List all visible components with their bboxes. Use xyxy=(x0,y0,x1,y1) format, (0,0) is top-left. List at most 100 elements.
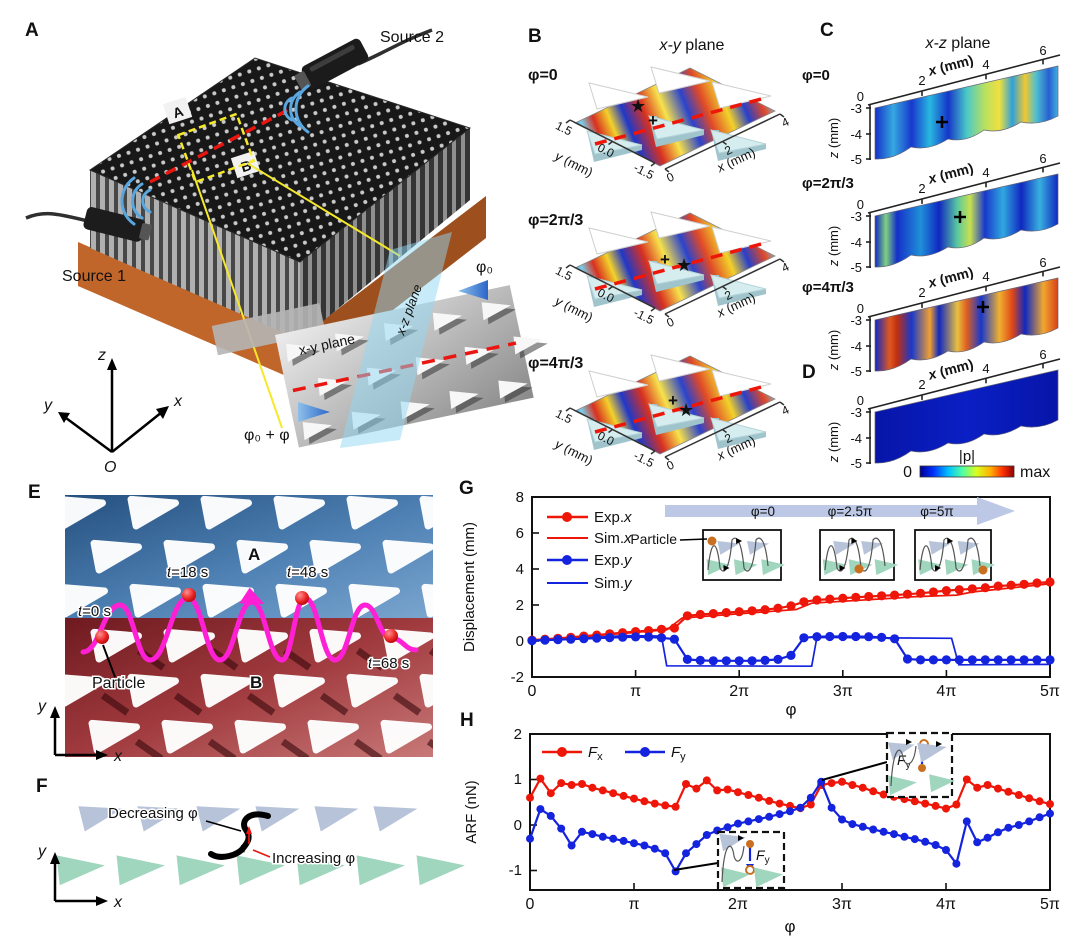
svg-text:z (mm): z (mm) xyxy=(826,330,841,371)
svg-text:0: 0 xyxy=(516,633,524,650)
b-subplot-1: φ=0 ★ + xyxy=(528,67,658,130)
c-phi-0: φ=0 xyxy=(802,67,830,84)
particle-label: Particle xyxy=(92,675,145,692)
svg-text:4: 4 xyxy=(982,165,989,180)
svg-text:A: A xyxy=(171,103,186,121)
inset2-connector xyxy=(821,761,888,781)
svg-text:φ=5π: φ=5π xyxy=(920,504,953,519)
svg-text:0: 0 xyxy=(857,393,864,408)
increasing-pointer xyxy=(252,849,271,858)
svg-text:y (mm): y (mm) xyxy=(552,293,596,325)
svg-text:Fy: Fy xyxy=(671,744,686,763)
star-marker: ★ xyxy=(678,400,694,420)
svg-text:0: 0 xyxy=(857,301,864,316)
c-map: 0 2 4 6 x (mm) -3 -4 -5 z (mm) xyxy=(826,43,1061,167)
axis-y-label: y xyxy=(37,843,47,860)
phi0-arrow xyxy=(458,280,488,300)
b-phi-2: φ=4π/3 xyxy=(528,355,583,372)
svg-text:4: 4 xyxy=(779,259,791,275)
phi0-label: φ₀ xyxy=(476,259,493,276)
svg-text:0: 0 xyxy=(526,896,535,913)
svg-text:2: 2 xyxy=(514,726,522,743)
b-subplot-2: φ=2π/3 ★ + xyxy=(528,212,692,275)
h-xlabel: φ xyxy=(784,917,795,936)
time-label-0: t=0 s xyxy=(78,603,111,620)
time-label-68: t=68 s xyxy=(368,655,409,672)
svg-text:x (mm): x (mm) xyxy=(926,160,975,187)
svg-text:-5: -5 xyxy=(850,260,862,275)
g-xlabel: φ xyxy=(785,700,796,719)
svg-text:6: 6 xyxy=(1039,347,1046,362)
svg-text:-3: -3 xyxy=(850,209,862,224)
panel-h-arf-chart: H 2 1 0 -1 0 π 2π 3π 4π 5π ARF (nN) φ Fx… xyxy=(460,710,1060,936)
svg-text:4: 4 xyxy=(516,561,524,578)
source1-transducer xyxy=(25,207,152,242)
svg-text:-3: -3 xyxy=(850,313,862,328)
fy-down-inset: Fy xyxy=(716,830,786,890)
panel-c-label: C xyxy=(820,20,834,41)
particle-pointer-line xyxy=(102,644,116,678)
axes-f xyxy=(50,852,108,906)
axis-y-label: y xyxy=(37,698,47,715)
axis-z-label: z xyxy=(97,347,106,364)
time-label-18: t=18 s xyxy=(167,564,208,581)
panel-e-experiment-photo: E t=0 s t=18 s t=48 s t=68 s A B Particl… xyxy=(28,482,433,765)
scan-line-red-dashed xyxy=(149,106,293,184)
axes-e xyxy=(50,706,108,760)
svg-text:0.0: 0.0 xyxy=(595,428,617,448)
svg-text:2: 2 xyxy=(918,181,925,196)
panel-b-label: B xyxy=(528,26,542,47)
svg-text:-1: -1 xyxy=(509,862,522,879)
xy-plane-band xyxy=(211,303,326,356)
series-Fy xyxy=(526,777,1054,876)
plus-marker: + xyxy=(668,391,678,410)
svg-text:1: 1 xyxy=(514,771,522,788)
svg-text:2: 2 xyxy=(918,73,925,88)
b-subplot-3: φ=4π/3 ★ + xyxy=(528,355,694,420)
svg-text:4: 4 xyxy=(982,361,989,376)
panel-b-title: x-y plane xyxy=(659,37,725,54)
chart-frame xyxy=(531,496,1051,678)
svg-text:1.5: 1.5 xyxy=(553,263,575,283)
svg-text:Sim.y: Sim.y xyxy=(594,575,633,592)
fy-up-inset: Fy xyxy=(885,731,955,799)
svg-text:8: 8 xyxy=(516,489,524,506)
svg-text:-5: -5 xyxy=(850,364,862,379)
svg-text:-3: -3 xyxy=(850,405,862,420)
b-phi-1: φ=2π/3 xyxy=(528,212,583,229)
panel-d-label: D xyxy=(802,362,816,383)
axis-x-label: x xyxy=(113,748,123,765)
svg-text:5π: 5π xyxy=(1040,683,1060,700)
h-overlay: Fx Fy Fy Fy xyxy=(542,731,955,890)
c-map: 0 2 4 6 x (mm) -3 -4 -5 z (mm) xyxy=(826,151,1061,275)
inset-particle-label: Particle xyxy=(630,531,677,547)
series-Fx xyxy=(526,774,1054,813)
svg-text:z (mm): z (mm) xyxy=(826,118,841,159)
svg-text:0.0: 0.0 xyxy=(595,285,617,305)
trajectory-arrowhead xyxy=(239,587,265,605)
svg-text:4: 4 xyxy=(779,402,791,418)
series-Exp.y xyxy=(527,631,1055,666)
colorbar-title: |p| xyxy=(959,448,975,465)
h-legend: Fx Fy xyxy=(542,744,686,763)
panel-e-label: E xyxy=(28,482,41,503)
source2-wifi-icon xyxy=(283,84,310,134)
region-b-label: B xyxy=(250,673,262,692)
svg-text:y (mm): y (mm) xyxy=(552,436,596,468)
panel-g-label: G xyxy=(459,478,474,499)
svg-text:Sim.x: Sim.x xyxy=(594,530,632,547)
svg-text:-4: -4 xyxy=(850,339,862,354)
svg-text:0: 0 xyxy=(664,169,676,185)
svg-text:-4: -4 xyxy=(850,235,862,250)
particle-markers xyxy=(95,588,398,644)
decreasing-pointer xyxy=(205,820,242,832)
c-subplot-2: φ=2π/3 xyxy=(802,175,854,192)
svg-text:4: 4 xyxy=(982,57,989,72)
svg-text:2π: 2π xyxy=(728,896,748,913)
svg-text:φ=0: φ=0 xyxy=(751,504,775,519)
axis-x-label: x xyxy=(113,894,123,911)
axis-x-label: x xyxy=(173,393,183,410)
panel-c-title: x-z plane xyxy=(925,35,991,52)
